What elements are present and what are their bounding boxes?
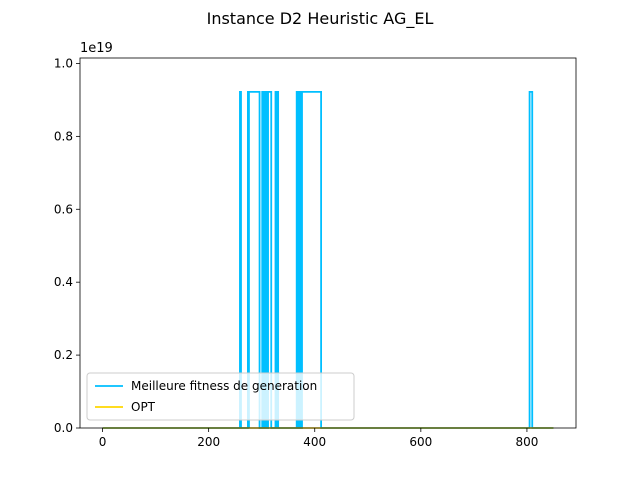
legend-box — [86, 372, 355, 421]
chart-title: Instance D2 Heuristic AG_EL — [207, 9, 434, 29]
y-tick-label: 0.4 — [54, 275, 73, 289]
legend-label: Meilleure fitness de generation — [131, 379, 317, 393]
x-tick-label: 600 — [409, 435, 432, 449]
legend: Meilleure fitness de generation OPT — [86, 372, 355, 421]
y-tick-label: 0.8 — [54, 129, 73, 143]
y-tick-label: 0.6 — [54, 202, 73, 216]
axes-frame — [79, 57, 577, 429]
y-tick-label: 0.0 — [54, 421, 73, 435]
x-tick-label: 800 — [515, 435, 538, 449]
x-tick-label: 200 — [197, 435, 220, 449]
axes: 0 200 400 600 800 0.0 0.2 0.4 0.6 0.8 1.0 — [54, 56, 577, 449]
y-tick-label: 1.0 — [54, 56, 73, 70]
x-tick-label: 400 — [303, 435, 326, 449]
legend-label: OPT — [131, 400, 156, 414]
x-tick-label: 0 — [99, 435, 107, 449]
y-offset-label: 1e19 — [80, 41, 113, 56]
y-tick-label: 0.2 — [54, 348, 73, 362]
